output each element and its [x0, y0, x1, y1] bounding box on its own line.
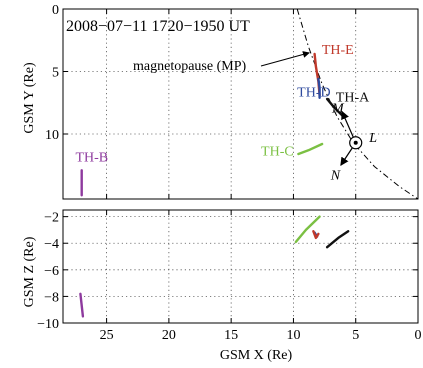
x-tick-label: 25 [100, 328, 114, 343]
y-tick-label: −2 [44, 211, 59, 226]
trajectory-th-b [79, 292, 85, 318]
y-tick-label: −8 [44, 290, 59, 305]
x-axis-label: GSM X (Re) [220, 348, 293, 363]
trajectory-th-c [297, 142, 324, 156]
series-label-th-a: TH-A [336, 91, 370, 106]
lmn-label-m: M [331, 102, 345, 117]
lmn-label-n: N [330, 168, 341, 183]
trajectory-th-a [325, 230, 350, 249]
top-panel: 0 5 10 TH-E TH-D TH-A TH-C TH-B L M N [45, 3, 419, 200]
y-tick-label: 5 [52, 66, 59, 81]
plot-frame [62, 209, 419, 324]
magnetopause-arrow [260, 51, 310, 67]
x-tick-label: 15 [224, 328, 238, 343]
magnetopause-curve [296, 8, 419, 200]
x-tick-label: 20 [162, 328, 176, 343]
y-tick-label: −10 [37, 317, 59, 332]
top-y-axis-label: GSM Y (Re) [22, 62, 37, 134]
trajectory-th-d [317, 77, 321, 99]
y-tick-label: −6 [44, 264, 59, 279]
series-label-th-c: TH-C [261, 144, 294, 159]
series-label-th-d: TH-D [297, 86, 330, 101]
x-tick-label: 5 [352, 328, 359, 343]
lmn-label-l: L [368, 131, 377, 146]
x-tick-label: 0 [415, 328, 422, 343]
magnetopause-label: magnetopause (MP) [133, 59, 246, 74]
y-tick-label: 0 [52, 3, 59, 18]
plot-frame [62, 8, 419, 200]
y-tick-label: 10 [45, 128, 59, 143]
y-tick-label: −4 [44, 237, 59, 252]
series-label-th-e: TH-E [322, 43, 354, 58]
trajectory-th-a [325, 97, 345, 118]
bottom-panel: −2 −4 −6 −8 −10 0 5 10 15 20 25 [37, 209, 422, 343]
trajectory-th-e [312, 230, 320, 240]
chart-title: 2008−07−11 1720−1950 UT [66, 18, 250, 35]
lmn-origin-dot [353, 140, 358, 145]
trajectory-th-c [294, 215, 321, 244]
x-tick-label: 10 [286, 328, 300, 343]
series-label-th-b: TH-B [75, 151, 108, 166]
bottom-y-axis-label: GSM Z (Re) [22, 236, 37, 307]
